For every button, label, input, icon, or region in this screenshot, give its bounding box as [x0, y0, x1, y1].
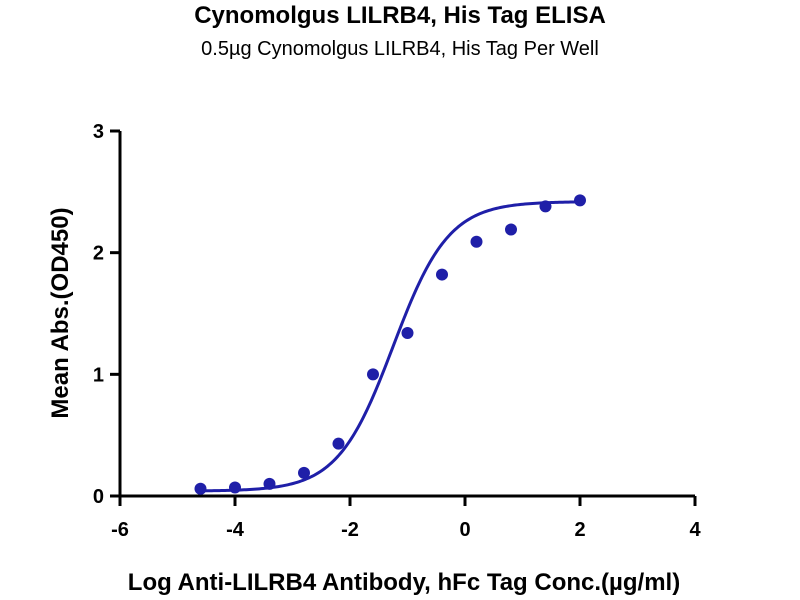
data-point: [505, 223, 517, 236]
y-tick-label: 1: [93, 364, 104, 386]
data-points: [194, 194, 586, 495]
data-point: [229, 481, 241, 494]
data-point: [401, 326, 414, 339]
x-tick-label: 4: [689, 519, 701, 541]
data-point: [194, 482, 207, 495]
data-point: [470, 235, 483, 248]
y-tick-label: 2: [93, 243, 104, 265]
data-point: [539, 200, 552, 213]
y-tick-label: 3: [93, 121, 104, 143]
data-point: [367, 368, 379, 381]
data-point: [332, 437, 345, 450]
data-point: [436, 268, 448, 281]
data-point: [298, 466, 310, 479]
y-axis-title: Mean Abs.(OD450): [47, 207, 74, 418]
y-tick-label: 0: [93, 486, 104, 508]
x-axis-title: Log Anti-LILRB4 Antibody, hFc Tag Conc.(…: [128, 569, 680, 596]
x-tick-label: -2: [341, 519, 359, 541]
x-tick-label: -4: [226, 519, 245, 541]
data-point: [263, 477, 276, 490]
chart-title: Cynomolgus LILRB4, His Tag ELISA: [194, 2, 606, 29]
x-tick-label: -6: [111, 519, 129, 541]
data-point: [574, 194, 586, 207]
chart-subtitle: 0.5µg Cynomolgus LILRB4, His Tag Per Wel…: [201, 38, 599, 60]
fit-curve: [200, 200, 581, 493]
x-tick-label: 0: [459, 519, 470, 541]
axes: -6 -4 -2 0 2 4 0 1 2 3: [93, 121, 702, 541]
x-tick-label: 2: [574, 519, 585, 541]
